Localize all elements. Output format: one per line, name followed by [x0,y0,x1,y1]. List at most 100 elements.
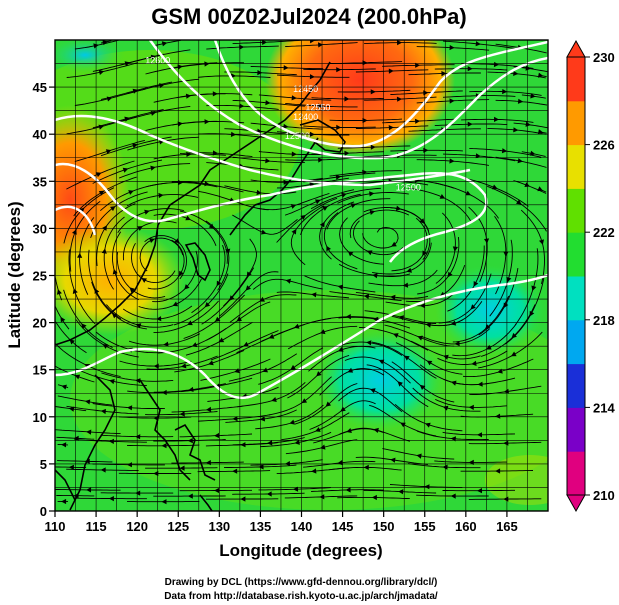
streamline-arrow [362,169,368,175]
streamline-arrow [161,443,167,449]
streamline-arrow [100,467,106,473]
y-tick-label: 15 [33,363,47,378]
streamline-arrow [511,351,517,357]
streamline-arrow [283,123,289,129]
streamline-arrow [68,406,75,412]
streamline-arrow [373,427,379,433]
colorbar-segment [567,57,585,102]
streamline-arrow [467,66,473,72]
streamline-arrow [311,292,317,298]
streamline-arrow [465,190,471,196]
streamline-arrow [122,167,129,173]
credit-data: Data from http://database.rish.kyoto-u.a… [164,591,438,602]
streamline-arrow [530,150,536,156]
x-tick-label: 125 [167,519,189,534]
streamline-arrow [537,72,544,78]
y-tick-label: 0 [40,504,47,519]
streamline-arrow [531,285,537,291]
streamline-arrow [362,60,368,66]
streamline-arrow [144,209,150,215]
streamline-arrow [320,444,326,450]
streamline-arrow [172,301,179,307]
streamline-arrow [95,172,102,178]
streamline-arrow [214,316,221,322]
streamline-arrow [232,468,238,474]
colorbar-tick-label: 230 [593,50,615,65]
streamline-arrow [185,215,191,221]
streamline-arrow [309,40,315,44]
streamline-arrow [294,439,300,445]
streamline-arrow [398,489,404,495]
streamline-arrow [61,442,67,448]
streamline-arrow [501,148,508,154]
streamline-arrow [285,461,291,467]
streamline-arrow [129,287,135,293]
streamline-arrow [86,429,92,435]
streamline-arrow [517,158,523,164]
contour-label: 12550 [305,103,330,113]
streamline-arrow [181,363,187,369]
streamline-arrow [475,153,481,159]
streamline-arrow [366,340,372,346]
contour-label: 12450 [293,84,318,94]
x-tick-label: 110 [45,519,66,534]
streamline-arrow [511,332,517,339]
colorbar-segment [567,276,585,321]
streamline-arrow [363,293,370,300]
streamline-arrow [396,96,403,102]
y-tick-label: 25 [33,269,47,284]
streamline-arrow [335,174,341,180]
streamline-arrow [105,149,112,155]
streamline-arrow [350,203,357,209]
streamline-arrow [102,40,108,46]
streamline-arrow [204,181,210,187]
streamline-arrow [537,186,543,192]
streamline-arrow [397,381,403,387]
streamline-arrow [127,405,133,411]
y-axis-label: Latitude (degrees) [5,201,24,348]
streamline-arrow [318,157,324,163]
x-tick-label: 165 [496,519,518,534]
x-tick-label: 130 [208,519,230,534]
streamline-arrow [261,229,267,235]
streamline-arrow [513,127,519,133]
colorbar-min-arrow [566,494,586,513]
streamline-arrow [337,284,344,290]
streamline-arrow [388,68,394,74]
streamline-arrow [503,302,509,309]
colorbar-tick-label: 214 [593,400,615,415]
x-tick-label: 115 [86,519,107,534]
streamline-arrow [208,223,215,229]
colorbar: 230 226 222 218 214 210 [566,39,615,513]
x-tick-label: 120 [126,519,148,534]
y-tick-label: 5 [40,457,47,472]
streamline-arrow [135,490,141,496]
streamline-arrow [258,464,264,470]
streamline-arrow [426,360,433,366]
streamline-arrow [150,110,157,116]
streamline-arrow [477,432,482,438]
streamline-arrow [477,488,482,494]
streamline-arrow [243,341,249,347]
streamline-arrow [344,96,350,102]
streamline-arrow [416,453,422,459]
streamline-arrow [449,158,455,164]
streamline-arrow [150,54,157,60]
contour-label: 12400 [293,112,318,122]
streamline-arrow [517,98,524,104]
streamline-arrow [325,401,332,407]
streamline-arrow [161,499,167,505]
streamline-arrow [135,434,141,440]
streamline-arrow [363,464,369,470]
streamline-arrow [502,89,508,95]
colorbar-segment [567,319,585,365]
streamline-arrow [390,457,396,463]
streamline-arrow [262,40,268,45]
streamline-arrow [163,341,169,347]
streamline-arrow [322,206,328,211]
streamline-arrow [161,389,167,396]
streamline-arrow [86,487,92,493]
streamline-arrow [185,93,192,99]
streamline-arrow [267,440,273,446]
contour-label: 12500 [396,183,421,193]
